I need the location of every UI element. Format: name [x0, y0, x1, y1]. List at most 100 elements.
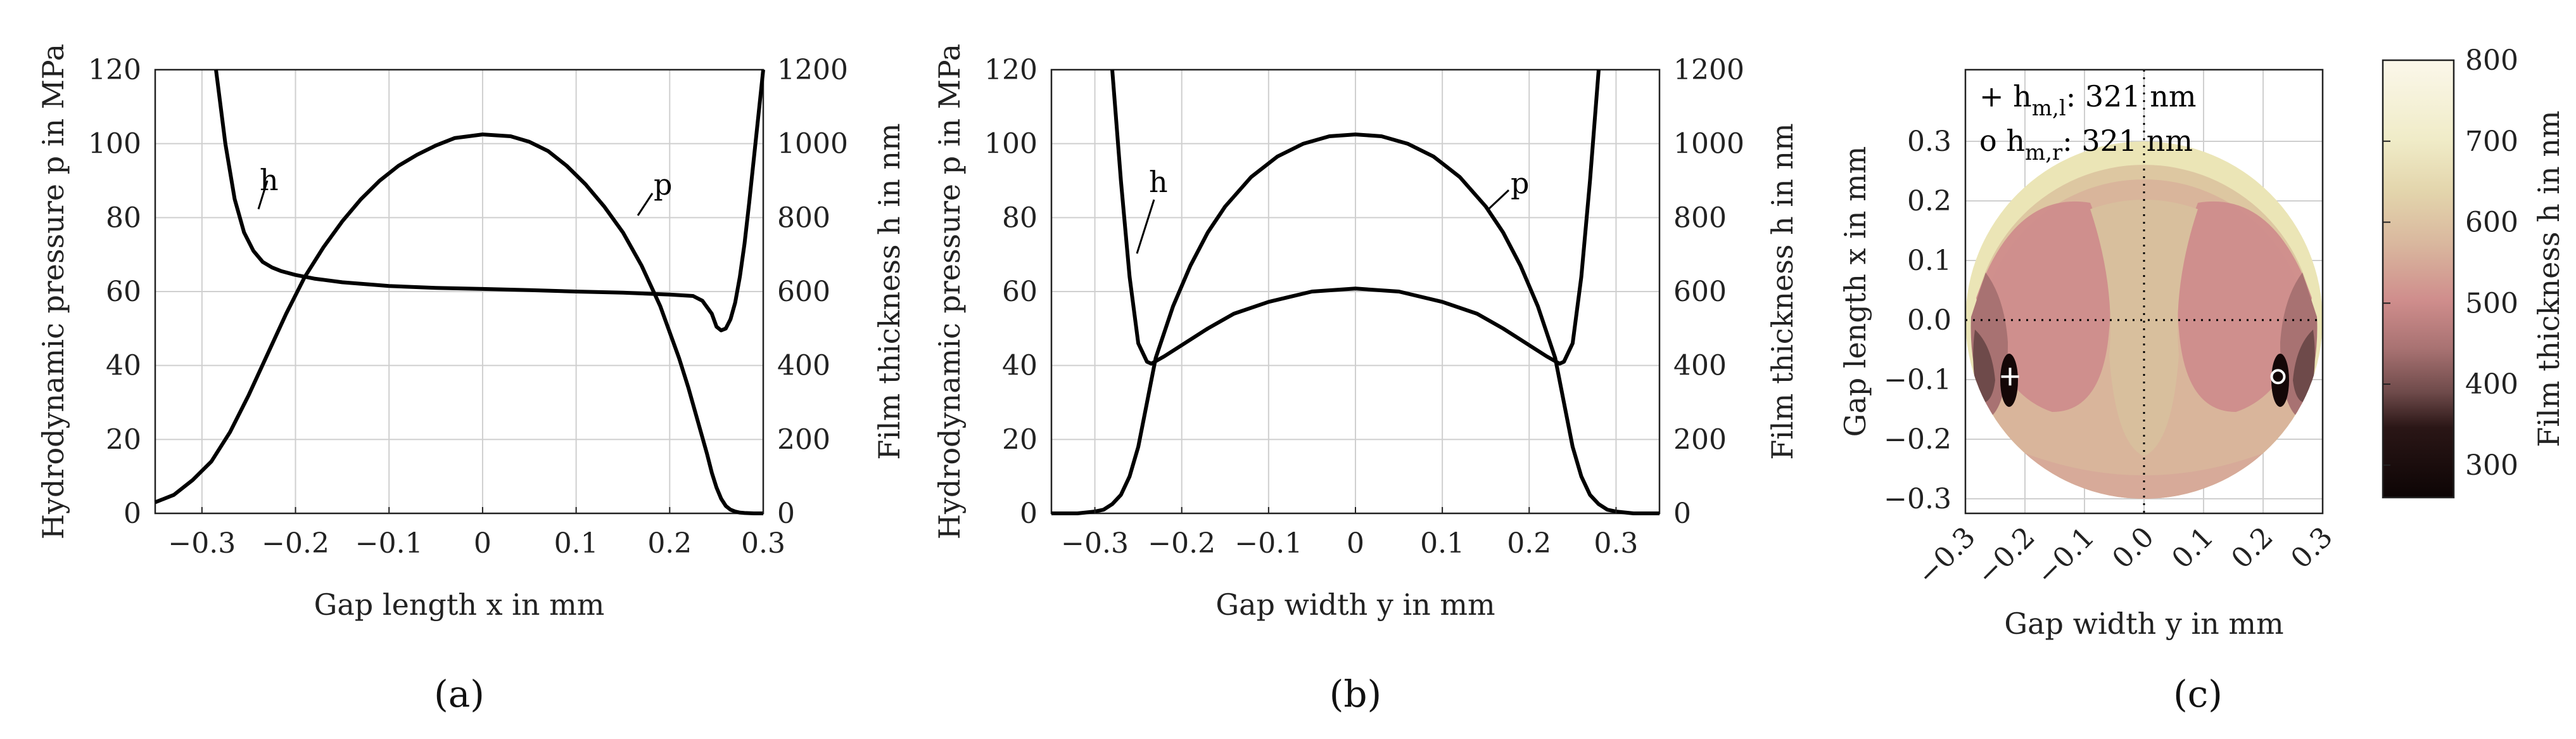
c-xtick-label: −0.1: [2030, 521, 2101, 592]
a-series-p-line: [154, 132, 763, 515]
a-ytick-right-label: 400: [777, 350, 830, 382]
c-ytick-label: −0.1: [1884, 364, 1951, 396]
b-xtick-label: 0: [1347, 527, 1364, 560]
c-ytick-label: −0.3: [1884, 483, 1951, 515]
contour-center-channel: [2090, 200, 2198, 456]
b-ytick-right-label: 1000: [1673, 128, 1744, 160]
contour-left-rim-400: [1973, 330, 1995, 403]
colorbar-tick-label: 700: [2465, 125, 2518, 158]
panel-b-h-annotation: h: [1149, 165, 1168, 199]
c-xtick-label: −0.2: [1970, 521, 2041, 592]
panel-b-p-annotation: p: [1511, 166, 1529, 200]
legend-min-right: o hm,r: 321 nm: [1979, 124, 2193, 165]
contour-right-min: [2271, 354, 2289, 407]
panel-c-label: (c): [2173, 672, 2223, 716]
panel-a-h-leader: [257, 180, 269, 210]
b-ytick-left-label: 0: [1020, 498, 1037, 530]
a-ytick-left-label: 20: [106, 423, 141, 456]
a-ytick-left-label: 60: [106, 276, 141, 308]
a-ytick-right-label: 800: [777, 202, 830, 234]
c-ytick-label: 0.1: [1907, 245, 1951, 277]
panel-b-ylabel-left: Hydrodynamic pressure p in MPa: [932, 44, 967, 539]
panel-b-ylabel-right: Film thickness h in nm: [1765, 123, 1799, 459]
colorbar-tick-label: 500: [2465, 287, 2518, 319]
colorbar-tick-label: 400: [2465, 368, 2518, 401]
b-xtick-label: −0.2: [1148, 527, 1215, 560]
b-xtick-label: −0.1: [1234, 527, 1302, 560]
panel-a-p-leader: [637, 193, 654, 216]
b-ytick-right-label: 600: [1673, 276, 1727, 308]
legend-min-left: + hm,l: 321 nm: [1979, 79, 2197, 121]
panel-a-label: (a): [434, 672, 485, 716]
b-series-p-line: [1051, 132, 1659, 515]
panel-b-chart: −0.3 −0.2 −0.1 0 0.1 0.2 0.3 0 0 20 200 40 400 60 600 8…: [932, 44, 1799, 716]
c-ytick-label: −0.2: [1884, 423, 1951, 456]
a-ytick-right-label: 200: [777, 423, 830, 456]
colorbar: [2382, 59, 2455, 499]
b-ytick-right-label: 800: [1673, 202, 1727, 234]
a-xtick-label: 0.3: [741, 527, 785, 560]
b-xtick-label: 0.3: [1594, 527, 1638, 560]
b-ytick-left-label: 20: [1002, 423, 1037, 456]
a-ytick-left-label: 120: [88, 54, 141, 86]
a-ytick-right-label: 0: [777, 498, 795, 530]
a-ytick-right-label: 1200: [777, 54, 848, 86]
c-marker-min-right: [2270, 369, 2286, 385]
a-xtick-label: −0.2: [262, 527, 329, 560]
panel-a-h-annotation: h: [260, 163, 279, 197]
c-xtick-label: 0.2: [2225, 521, 2280, 575]
colorbar-label: Film thickness h in nm: [2532, 110, 2566, 447]
c-ytick-label: 0.2: [1907, 185, 1951, 217]
a-ytick-left-label: 0: [124, 498, 141, 530]
c-xtick-label: −0.3: [1911, 521, 1982, 592]
panel-b-xlabel: Gap width y in mm: [1215, 588, 1495, 622]
panel-c-ylabel: Gap length x in mm: [1838, 146, 1872, 437]
panel-a-plot-frame: [154, 68, 765, 515]
a-xtick-label: 0.2: [647, 527, 692, 560]
a-ytick-left-label: 100: [88, 128, 141, 160]
c-ytick-label: 0.3: [1907, 125, 1951, 158]
b-ytick-left-label: 40: [1002, 350, 1037, 382]
b-ytick-right-label: 0: [1673, 498, 1691, 530]
a-xtick-label: −0.3: [168, 527, 236, 560]
contour-right-rim-400: [2293, 330, 2315, 403]
c-xtick-label: 0.0: [2106, 521, 2160, 575]
panel-b-h-leader: [1136, 199, 1155, 254]
panel-a-p-annotation: p: [654, 167, 672, 202]
b-ytick-left-label: 80: [1002, 202, 1037, 234]
panel-a-ylabel-right: Film thickness h in nm: [872, 123, 906, 459]
panel-c-xlabel: Gap width y in mm: [2004, 607, 2283, 641]
b-ytick-left-label: 60: [1002, 276, 1037, 308]
a-series-h-line: [214, 69, 765, 333]
colorbar-tick-label: 800: [2465, 44, 2518, 77]
b-series-h-line: [1110, 69, 1601, 366]
panel-c-heatmap: 0.30.20.10.0−0.1−0.2−0.3−0.3−0.2−0.1 0.0 0…: [1838, 44, 2566, 716]
panel-c-plot-frame: [1964, 68, 2324, 515]
b-ytick-right-label: 1200: [1673, 54, 1744, 86]
a-xtick-label: 0.1: [554, 527, 599, 560]
b-xtick-label: 0.2: [1507, 527, 1551, 560]
colorbar-tick-label: 600: [2465, 207, 2518, 239]
c-ytick-label: 0.0: [1907, 304, 1951, 337]
panel-c-contour-disc: [1965, 141, 2323, 499]
a-ytick-left-label: 40: [106, 350, 141, 382]
b-ytick-left-label: 100: [984, 128, 1037, 160]
colorbar-tick-label: 300: [2465, 449, 2518, 482]
a-xtick-label: −0.1: [355, 527, 423, 560]
panel-b-p-leader: [1487, 189, 1510, 210]
c-xtick-label: 0.1: [2166, 521, 2220, 575]
c-marker-min-left: [2001, 368, 2019, 386]
panel-a-ylabel-left: Hydrodynamic pressure p in MPa: [36, 44, 70, 539]
panel-a-xlabel: Gap length x in mm: [314, 588, 605, 622]
panel-b-label: (b): [1329, 672, 1381, 716]
c-xtick-label: 0.3: [2285, 521, 2339, 575]
a-ytick-right-label: 600: [777, 276, 830, 308]
a-ytick-left-label: 80: [106, 202, 141, 234]
b-ytick-left-label: 120: [984, 54, 1037, 86]
b-ytick-right-label: 400: [1673, 350, 1727, 382]
b-xtick-label: 0.1: [1420, 527, 1464, 560]
b-xtick-label: −0.3: [1061, 527, 1129, 560]
a-ytick-right-label: 1000: [777, 128, 848, 160]
